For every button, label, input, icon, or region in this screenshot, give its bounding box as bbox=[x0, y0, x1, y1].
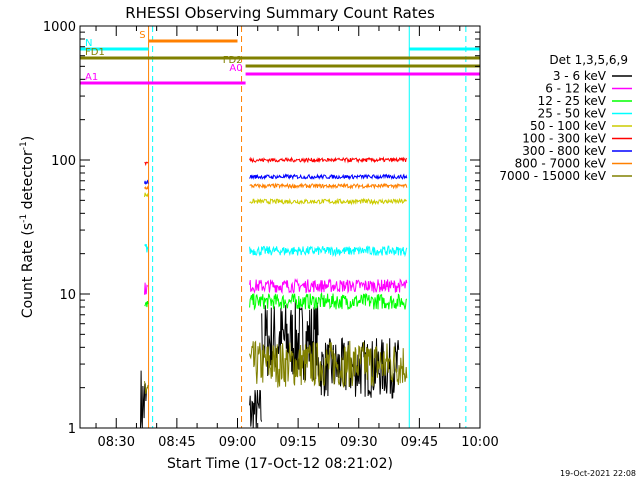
y-tick-label: 100 bbox=[51, 154, 76, 169]
y-axis-label: Count Rate (s-1 detector-1) bbox=[19, 136, 36, 318]
legend-entry-label: 50 - 100 keV bbox=[530, 119, 607, 133]
series-trace bbox=[249, 291, 408, 311]
legend-entry-label: 7000 - 15000 keV bbox=[499, 169, 606, 183]
series-trace bbox=[144, 161, 149, 167]
legend-entry-label: 100 - 300 keV bbox=[522, 132, 606, 146]
x-axis: 08:30 08:45 09:00 09:15 09:30 09:45 10:00 bbox=[95, 26, 499, 450]
series-trace bbox=[144, 300, 149, 308]
x-tick-label: 09:45 bbox=[401, 435, 438, 450]
legend-entry-label: 12 - 25 keV bbox=[538, 94, 607, 108]
y-axis: 1 10 100 1000 bbox=[43, 20, 480, 437]
y-tick-label: 10 bbox=[59, 288, 76, 303]
y-tick-label: 1 bbox=[68, 422, 76, 437]
x-tick-label: 09:30 bbox=[340, 435, 377, 450]
series-trace bbox=[249, 278, 408, 295]
series-trace bbox=[249, 340, 408, 388]
x-tick-label: 10:00 bbox=[461, 435, 498, 450]
plot-frame bbox=[79, 25, 481, 429]
series-trace bbox=[249, 156, 408, 164]
legend-entry-label: 3 - 6 keV bbox=[553, 69, 607, 83]
series-trace bbox=[144, 185, 149, 190]
state-bar-label: S bbox=[139, 30, 145, 41]
series-trace bbox=[249, 173, 408, 181]
series-trace bbox=[144, 243, 149, 253]
y-axis-label-mid: detector bbox=[20, 150, 36, 214]
chart-title: RHESSI Observing Summary Count Rates bbox=[125, 4, 435, 22]
state-bar-label: FD2 bbox=[223, 55, 243, 66]
footer-timestamp: 19-Oct-2021 22:08 bbox=[560, 469, 636, 478]
legend-entry-label: 25 - 50 keV bbox=[538, 107, 607, 121]
state-bar-label: A0 bbox=[229, 63, 242, 74]
series-trace bbox=[249, 389, 263, 428]
state-bar-label: FD1 bbox=[85, 47, 105, 58]
series-trace bbox=[249, 245, 408, 258]
x-tick-label: 09:15 bbox=[279, 435, 316, 450]
series-trace bbox=[144, 179, 149, 185]
legend-entry-label: 6 - 12 keV bbox=[545, 82, 607, 96]
y-tick-label: 1000 bbox=[43, 20, 76, 35]
y-axis-label-main: Count Rate (s bbox=[20, 223, 36, 318]
series-trace bbox=[144, 381, 149, 394]
y-axis-label-end: ) bbox=[20, 136, 36, 141]
series-trace bbox=[249, 182, 408, 190]
series-trace bbox=[144, 282, 149, 295]
series-trace bbox=[144, 192, 149, 198]
x-tick-label: 08:30 bbox=[98, 435, 135, 450]
legend-entry-label: 300 - 800 keV bbox=[522, 144, 606, 158]
x-tick-label: 09:00 bbox=[219, 435, 256, 450]
y-axis-label-exp1: -1 bbox=[19, 214, 29, 223]
x-tick-label: 08:45 bbox=[158, 435, 195, 450]
vertical-markers bbox=[80, 26, 467, 428]
y-axis-label-exp2: -1 bbox=[19, 141, 29, 150]
series-layer bbox=[140, 156, 408, 428]
state-bar-label: A1 bbox=[85, 72, 98, 83]
series-trace bbox=[249, 197, 407, 206]
legend-entry-label: 800 - 7000 keV bbox=[515, 157, 607, 171]
legend-title: Det 1,3,5,6,9 bbox=[549, 53, 628, 67]
x-axis-label: Start Time (17-Oct-12 08:21:02) bbox=[167, 456, 393, 472]
state-bar-label: N bbox=[85, 38, 92, 49]
